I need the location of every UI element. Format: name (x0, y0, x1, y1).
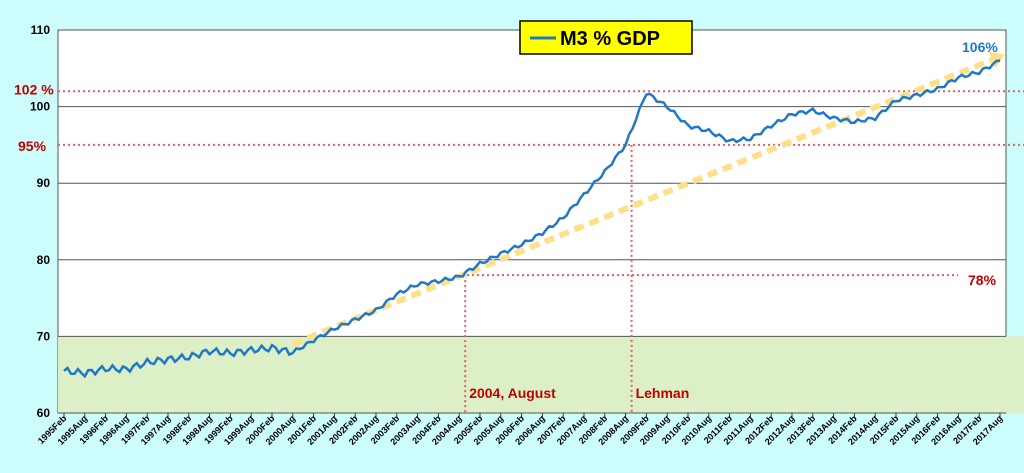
trend-line (291, 57, 994, 347)
shaded-band (58, 336, 1006, 413)
reference-label-102: 102 % (14, 81, 54, 97)
y-tick-label-70: 70 (37, 329, 51, 343)
chart-title-box: M3 % GDP (519, 20, 693, 55)
vertical-marker-label-2008Aug: Lehman (636, 385, 690, 401)
y-tick-label-60: 60 (37, 406, 51, 420)
y-tick-label-100: 100 (30, 100, 50, 114)
end-value-label: 106% (962, 39, 998, 55)
vertical-markers: 2004, August Lehman (464, 144, 690, 413)
chart-title: M3 % GDP (560, 28, 660, 50)
reference-label-95: 95% (18, 138, 47, 154)
y-axis-ticks: 60 70 80 90 100 110 (30, 23, 50, 420)
series-line-m3-gdp (63, 59, 1001, 379)
y-tick-label-110: 110 (31, 23, 51, 37)
reference-label-78: 78% (968, 272, 997, 288)
shaded-band-extension (1006, 336, 1024, 413)
vertical-marker-label-2004Aug: 2004, August (469, 385, 556, 401)
y-tick-label-80: 80 (37, 253, 51, 267)
reference-lines: 102 % 95% 78% (14, 81, 1024, 288)
y-tick-label-90: 90 (37, 176, 51, 190)
